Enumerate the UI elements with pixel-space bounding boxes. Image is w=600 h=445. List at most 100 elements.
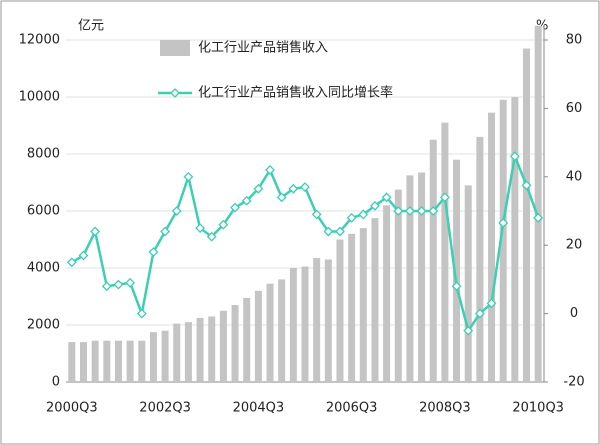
line-marker [78, 250, 89, 261]
bar [441, 122, 449, 383]
line-marker [218, 219, 229, 230]
bar [476, 136, 484, 382]
line-marker [393, 206, 404, 216]
bar [184, 322, 192, 382]
line-marker [416, 206, 427, 216]
bar [278, 279, 286, 382]
bar [429, 139, 437, 382]
y-tick-label: 2000 [27, 318, 60, 333]
x-tick-label: 2008Q3 [419, 401, 471, 416]
legend-label: 化工行业产品销售收入同比增长率 [198, 85, 393, 101]
bar [173, 323, 181, 382]
bar [359, 228, 367, 382]
bar [208, 316, 216, 382]
y2-tick-label: 0 [570, 306, 578, 321]
line-marker [113, 279, 124, 290]
x-tick-label: 2002Q3 [139, 401, 191, 416]
line-marker [136, 308, 147, 319]
line-marker [533, 212, 544, 223]
y-tick-label: 4000 [27, 261, 60, 276]
bar [103, 340, 111, 382]
x-tick-label: 2000Q3 [46, 401, 98, 416]
bar [243, 297, 251, 382]
y-tick-label: 12000 [19, 33, 60, 48]
y-tick-label: 0 [52, 375, 60, 390]
bar [348, 233, 356, 382]
line-marker [66, 257, 77, 268]
legend-swatch [160, 40, 190, 56]
line-marker [276, 192, 287, 203]
bar [149, 332, 157, 382]
line-marker [311, 209, 322, 220]
bar [418, 172, 426, 382]
bar [266, 283, 274, 382]
bar [68, 342, 76, 382]
x-tick-label: 2010Q3 [512, 401, 564, 416]
line-marker [381, 192, 392, 203]
line-marker [346, 212, 357, 223]
line-marker [171, 206, 182, 216]
line-marker [463, 325, 474, 336]
y2-tick-label: 20 [566, 238, 583, 253]
bar [394, 189, 402, 382]
line-marker [498, 218, 509, 228]
bar [138, 340, 146, 382]
line-marker [323, 226, 334, 237]
bar [371, 218, 379, 382]
bar [511, 97, 519, 382]
line-marker [300, 182, 310, 192]
y-axis-label: 亿元 [78, 19, 104, 34]
bar [499, 99, 507, 382]
line-marker [253, 183, 264, 194]
bar [534, 25, 542, 382]
line-marker [265, 165, 275, 175]
bar [254, 290, 262, 382]
bar [301, 266, 309, 382]
line-marker [288, 183, 299, 194]
y-tick-label: 8000 [27, 147, 60, 162]
bar [313, 258, 321, 382]
line-marker [439, 192, 450, 203]
bar [383, 205, 391, 382]
line-marker [230, 202, 240, 213]
line-marker [474, 308, 485, 319]
line-marker [509, 151, 520, 162]
line-marker [160, 226, 171, 237]
bar [79, 342, 87, 382]
line-marker [101, 281, 112, 292]
y2-tick-label: -20 [563, 375, 584, 390]
line-marker [370, 200, 380, 211]
bar [406, 175, 414, 382]
line-marker [335, 226, 345, 237]
bar [161, 330, 169, 382]
bar [196, 317, 204, 382]
bar [523, 48, 531, 383]
y2-tick-label: 60 [566, 101, 583, 116]
y-tick-label: 6000 [27, 204, 60, 219]
bar [488, 112, 496, 383]
bar [126, 340, 134, 382]
bar [464, 185, 472, 382]
bar [324, 259, 332, 382]
legend-label: 化工行业产品销售收入 [198, 40, 328, 56]
line-marker [358, 209, 369, 220]
bar [114, 340, 122, 382]
line-marker [206, 231, 217, 242]
line-marker [125, 277, 136, 288]
line-marker [405, 206, 415, 216]
x-tick-label: 2004Q3 [233, 401, 285, 416]
bar [91, 340, 99, 382]
y2-tick-label: 40 [566, 169, 583, 184]
line-marker [195, 223, 205, 234]
line-marker [241, 195, 252, 206]
bar [336, 239, 344, 382]
bar [219, 310, 227, 382]
y-tick-label: 10000 [19, 90, 60, 105]
legend-marker [170, 88, 180, 98]
bar [453, 159, 461, 382]
bar [289, 268, 297, 382]
bar [231, 305, 239, 382]
line-marker [428, 206, 439, 216]
